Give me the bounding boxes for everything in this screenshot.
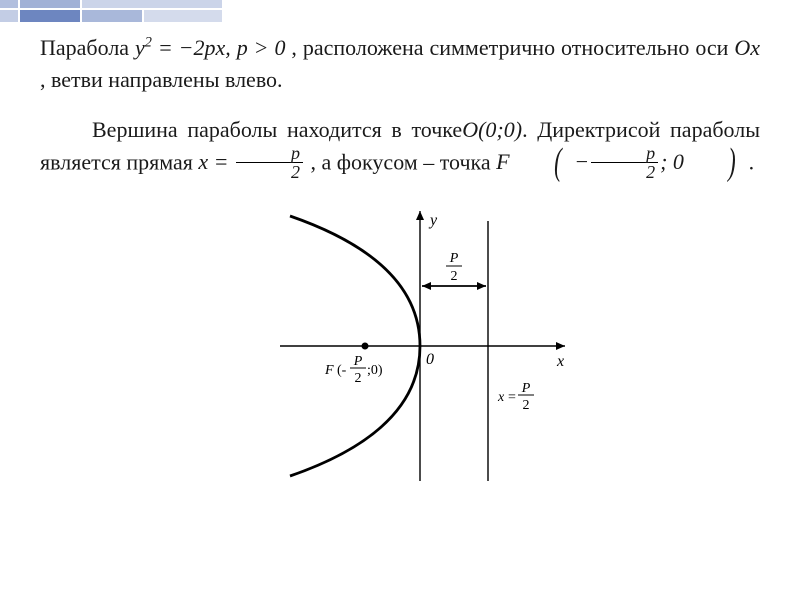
slide-corner-decoration	[0, 0, 260, 22]
text-run: , а фокусом – точка	[305, 149, 496, 174]
deco-block	[20, 0, 80, 8]
denominator: 2	[236, 163, 303, 181]
focus-point: F(−p2; 0)	[496, 149, 748, 174]
deco-block	[0, 0, 18, 8]
svg-text:;0): ;0)	[367, 363, 383, 378]
var-x: x	[216, 35, 226, 60]
equation-parabola: y2 = −2px, p > 0	[135, 35, 285, 60]
svg-text:2: 2	[451, 269, 458, 284]
svg-text:2: 2	[523, 398, 530, 413]
denominator: 2	[591, 163, 658, 181]
text-run: , расположена симметрично относительно о…	[285, 35, 734, 60]
text-run: , ветви направлены влево.	[40, 67, 283, 92]
op: = −2	[152, 35, 205, 60]
paragraph-2: Вершина параболы находится в точкеO(0;0)…	[40, 114, 760, 183]
deco-block	[82, 0, 222, 8]
deco-block	[82, 10, 142, 22]
point-origin: O(0;0)	[462, 117, 522, 142]
fraction: p2	[591, 144, 658, 181]
paragraph-1: Парабола y2 = −2px, p > 0 , расположена …	[40, 32, 760, 96]
deco-block	[0, 10, 18, 22]
var-y: y	[135, 35, 145, 60]
svg-text:x: x	[497, 390, 505, 405]
svg-text:P: P	[449, 251, 459, 266]
coord-y: ; 0	[660, 149, 684, 174]
parabola-diagram: yx0P2x=P2F(-P2;0)	[220, 201, 580, 491]
text-run: Парабола	[40, 35, 135, 60]
neg-sign: −	[574, 149, 589, 174]
slide-content: Парабола y2 = −2px, p > 0 , расположена …	[0, 0, 800, 491]
svg-text:=: =	[508, 390, 516, 405]
numerator: p	[236, 144, 303, 163]
svg-text:2: 2	[355, 371, 362, 386]
text-run: .	[749, 149, 755, 174]
numerator: p	[591, 144, 658, 163]
exponent: 2	[145, 35, 152, 51]
var-p: p	[205, 35, 216, 60]
svg-text:x: x	[556, 353, 564, 370]
comma: ,	[225, 35, 236, 60]
paren-left: (	[523, 145, 562, 179]
var-F: F	[496, 149, 509, 174]
fraction: p2	[236, 144, 303, 181]
deco-block	[20, 10, 80, 22]
svg-text:0: 0	[426, 351, 434, 368]
condition: p > 0	[237, 35, 286, 60]
svg-text:y: y	[428, 212, 438, 229]
axis-name: Ox	[734, 35, 760, 60]
deco-block	[144, 10, 222, 22]
equation-directrix: x = p2	[198, 149, 305, 174]
op: =	[208, 149, 234, 174]
svg-text:(-: (-	[337, 363, 347, 378]
svg-text:F: F	[324, 363, 334, 378]
svg-text:P: P	[521, 381, 531, 396]
svg-text:P: P	[353, 354, 363, 369]
var-x: x	[198, 149, 208, 174]
paren-right: )	[697, 145, 736, 179]
text-run: Вершина параболы находится в точке	[92, 117, 462, 142]
